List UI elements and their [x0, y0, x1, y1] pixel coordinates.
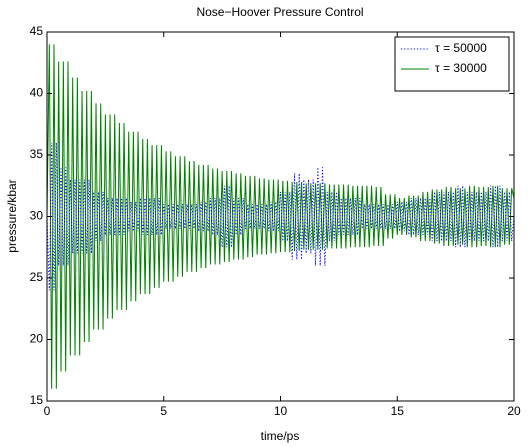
x-axis-label: time/ps [261, 429, 300, 443]
x-tick-label: 0 [44, 404, 51, 418]
x-tick-label: 20 [507, 404, 521, 418]
x-tick-label: 10 [274, 404, 288, 418]
legend: τ = 50000 τ = 30000 [394, 36, 510, 92]
series-line [46, 142, 515, 291]
series-line [46, 44, 515, 389]
y-tick-label: 35 [30, 147, 44, 161]
y-tick-label: 30 [30, 209, 44, 223]
y-tick-label: 20 [30, 332, 44, 346]
y-axis-label: pressure/kbar [5, 179, 19, 252]
legend-label: τ = 30000 [435, 61, 487, 75]
y-tick-label: 25 [30, 270, 44, 284]
chart-title: Nose−Hoover Pressure Control [196, 5, 363, 19]
x-tick-label: 15 [391, 404, 405, 418]
y-tick-label: 15 [30, 393, 44, 407]
y-tick-label: 40 [30, 86, 44, 100]
legend-box [394, 36, 510, 92]
x-tick-label: 5 [160, 404, 167, 418]
legend-label: τ = 50000 [435, 41, 487, 55]
y-tick-label: 45 [30, 24, 44, 38]
